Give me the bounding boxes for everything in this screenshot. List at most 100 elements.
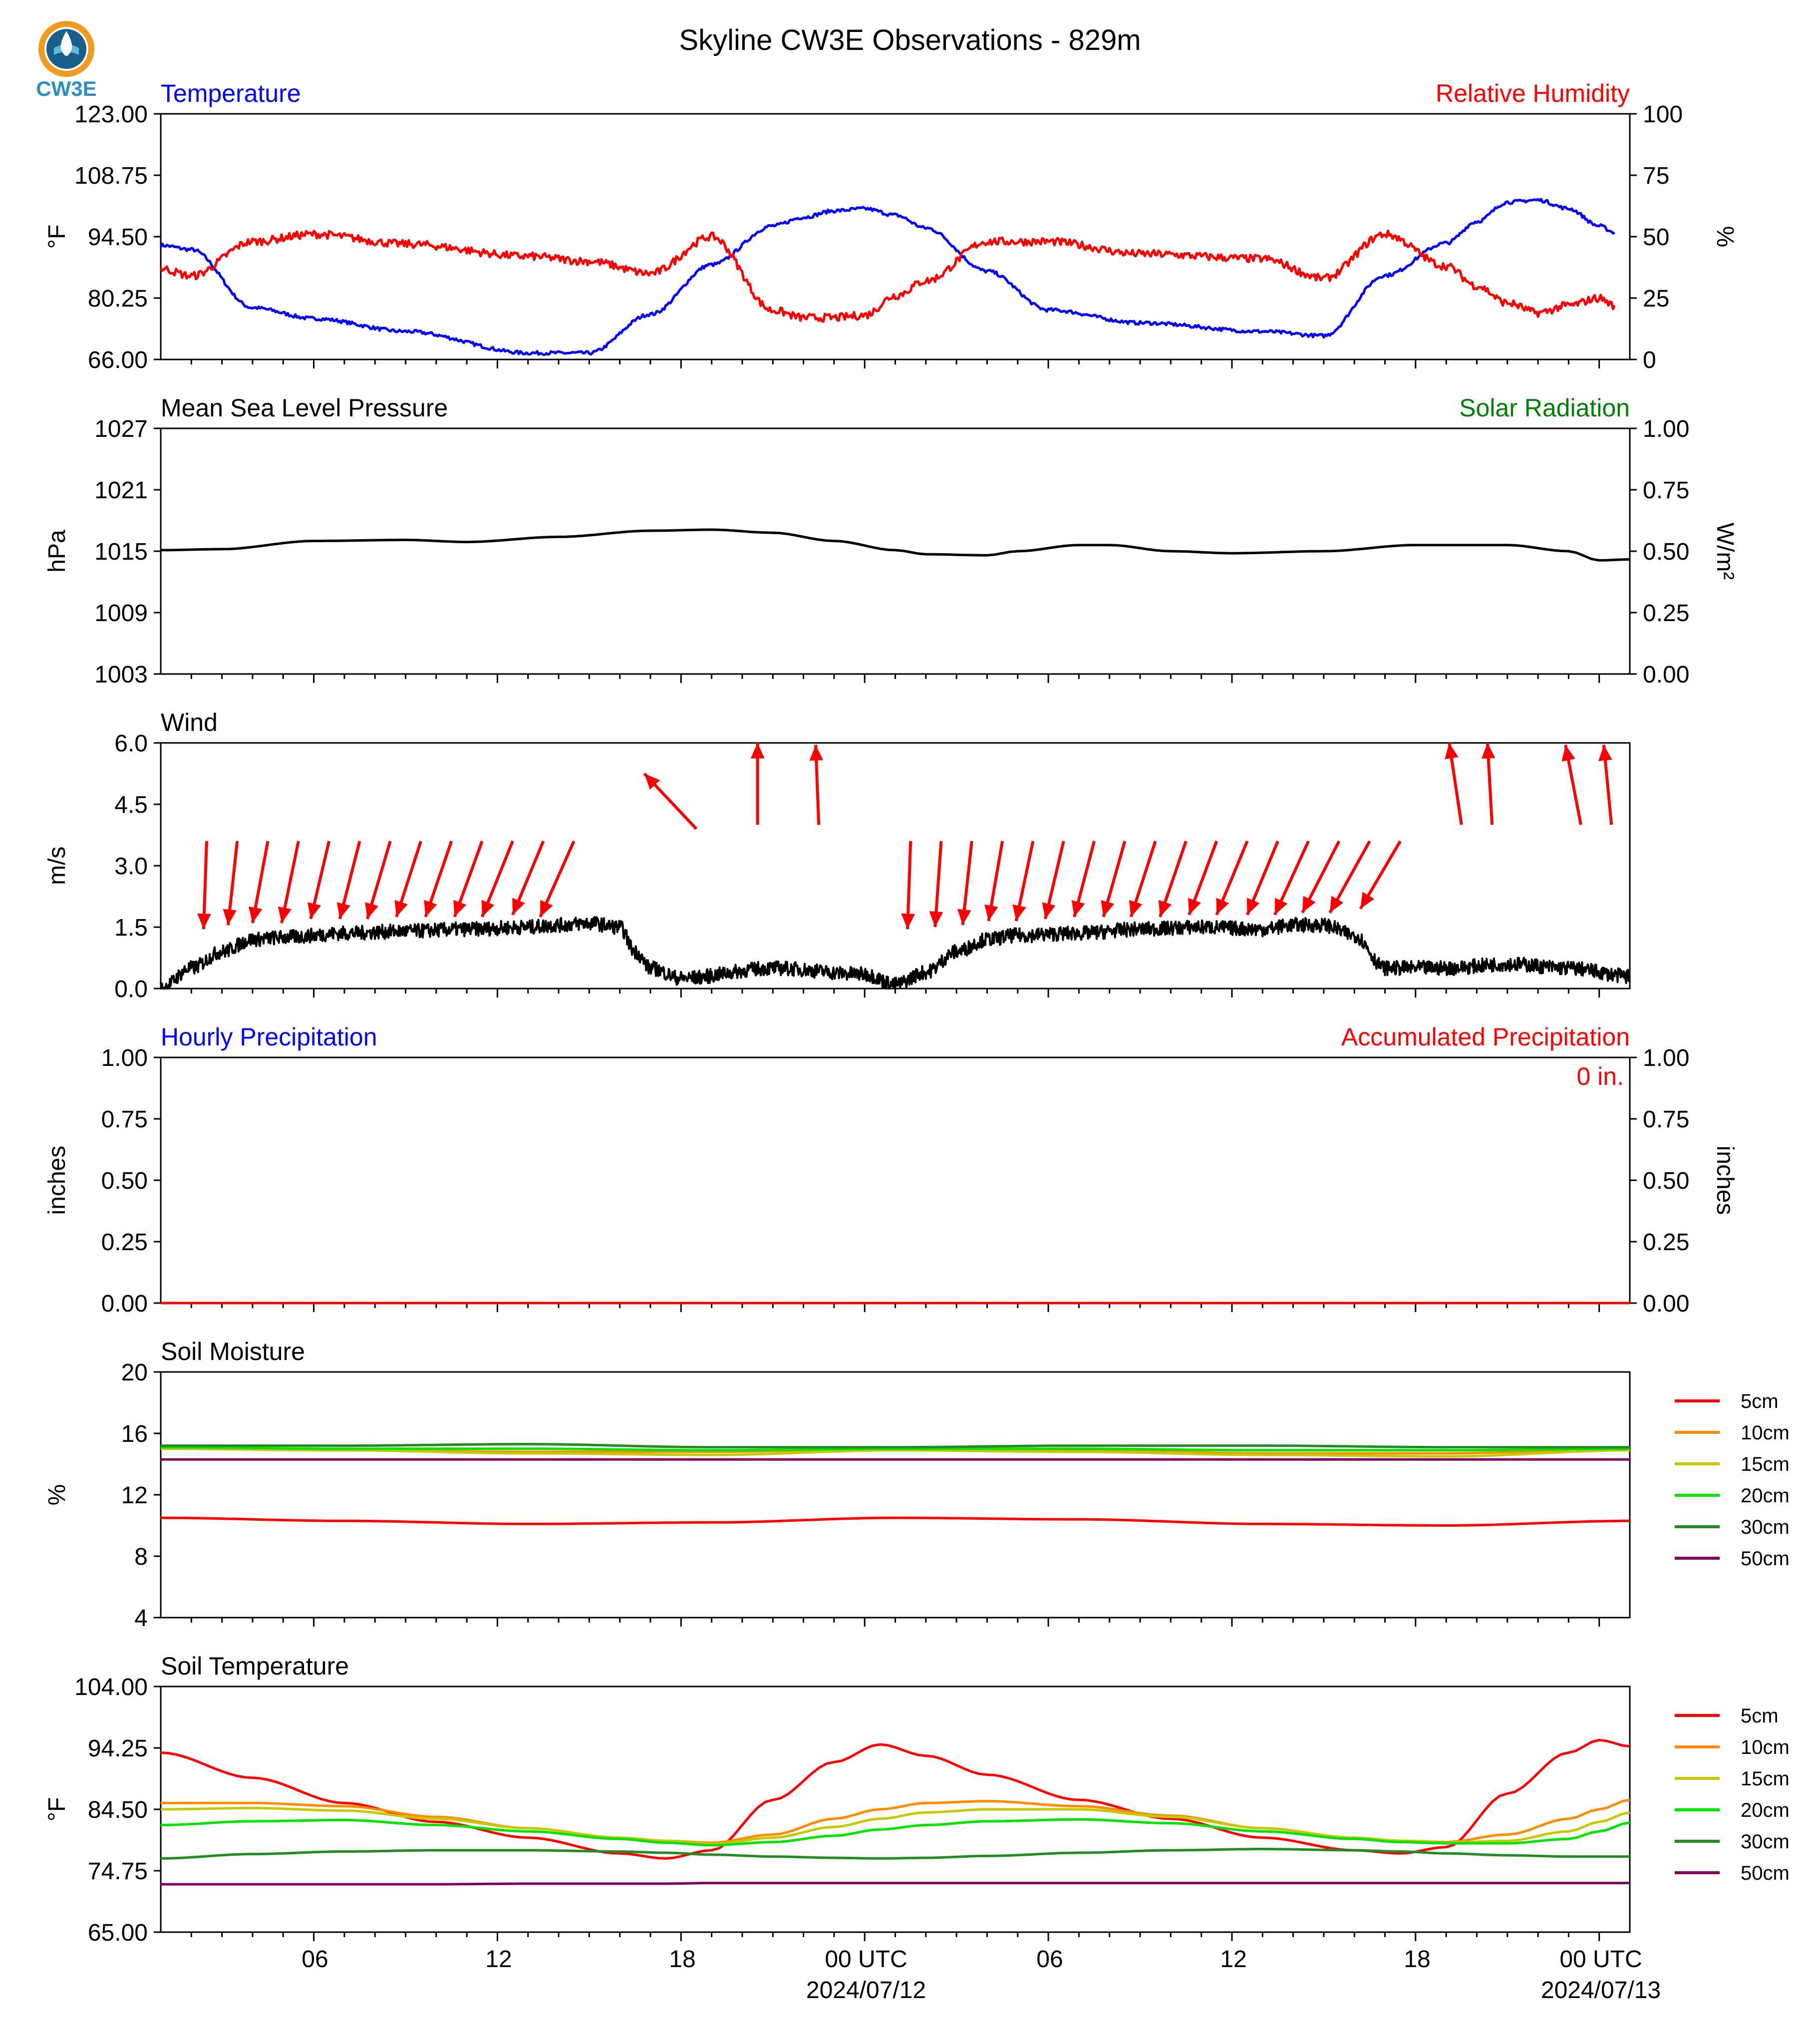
y-tick-label: 0.0 (114, 976, 148, 1003)
cw3e-logo: CW3E (36, 21, 97, 100)
legend-label: 5cm (1741, 1705, 1779, 1727)
x-date-label-1: 2024/07/12 (806, 1977, 926, 2004)
y-axis-label: hPa (44, 530, 70, 573)
wind-arrow (809, 744, 824, 825)
y-tick-label: 84.50 (88, 1797, 148, 1823)
wind-arrow-head (1274, 898, 1288, 915)
wind-arrow (1598, 744, 1613, 825)
wind-arrow-head (1071, 900, 1085, 917)
y-tick-label-right: 0.75 (1643, 477, 1689, 504)
wind-arrow-head (809, 745, 824, 761)
wind-arrow (1101, 840, 1127, 918)
wind-arrow (984, 841, 1004, 922)
y-tick-label-right: 0.50 (1643, 539, 1689, 565)
y-tick-label: 80.25 (88, 286, 148, 312)
wind-arrow-head (984, 904, 998, 921)
wind-arrow (750, 743, 765, 825)
wind-arrow (249, 841, 270, 924)
y-tick-label: 0.75 (101, 1106, 148, 1133)
series-line-20cm (161, 1446, 1630, 1452)
panel-soil_temperature: Soil Temperature 65.00 74.75 84.50 94.25 104.… (44, 1652, 1790, 1946)
legend-label: 50cm (1741, 1548, 1790, 1570)
series-line-series-1 (161, 528, 1630, 562)
y-tick-label: 108.75 (74, 163, 148, 189)
y-tick-label-right: 25 (1643, 286, 1669, 312)
y-tick-label-right: 1.00 (1643, 1045, 1689, 1071)
y-tick-label: 1.00 (101, 1045, 148, 1071)
wind-arrow (1158, 840, 1188, 918)
wind-arrow-head (1158, 900, 1172, 917)
wind-arrow-head (1129, 900, 1143, 917)
wind-arrow (307, 841, 331, 920)
wind-arrow (1445, 742, 1463, 825)
wind-arrow (197, 841, 211, 930)
panel-title-left: Wind (161, 708, 218, 736)
legend-label: 15cm (1741, 1768, 1790, 1790)
y-tick-label: 1015 (94, 539, 148, 565)
wind-arrow-head (1012, 904, 1026, 921)
legend-label: 15cm (1741, 1453, 1790, 1475)
y-tick-label: 1.5 (114, 915, 148, 941)
wind-arrow-head (1101, 900, 1115, 917)
series-line-15cm (161, 1447, 1630, 1458)
y-tick-label: 104.00 (74, 1674, 148, 1700)
y-tick-label-right: 0.25 (1643, 1229, 1689, 1256)
y-tick-label: 16 (121, 1421, 148, 1447)
panel-title-left: Temperature (161, 79, 301, 107)
legend-label: 10cm (1741, 1422, 1790, 1444)
y-tick-label: 94.50 (88, 224, 148, 251)
panel-title-left: Hourly Precipitation (161, 1023, 377, 1051)
x-tick-label-3: 18 (669, 1946, 695, 1973)
legend-label: 30cm (1741, 1516, 1790, 1538)
x-tick-label-1: 06 (302, 1946, 328, 1973)
wind-arrow-head (1246, 898, 1260, 915)
y-tick-label-right: 0.25 (1643, 600, 1689, 627)
wind-arrow-head (644, 773, 660, 790)
series-line-5cm (160, 1516, 1630, 1527)
y-tick-label-right: 0.75 (1643, 1106, 1689, 1133)
wind-arrow (394, 840, 423, 918)
wind-arrow (1481, 742, 1496, 825)
x-tick-label-8: 00 UTC (1559, 1946, 1642, 1973)
wind-arrow-head (901, 913, 915, 930)
legend-label: 5cm (1741, 1390, 1779, 1412)
panel-temperature: Temperature Relative Humidity 66.00 80.25 94… (44, 79, 1738, 373)
y-tick-label-right: 75 (1643, 163, 1669, 189)
y-axis-label: m/s (44, 846, 70, 885)
wind-arrow-head (1445, 743, 1459, 759)
series-line-30cm (161, 1443, 1630, 1449)
y-tick-label: 0.50 (101, 1168, 148, 1194)
wind-arrow-head (540, 900, 553, 917)
y-tick-label: 1003 (94, 662, 148, 688)
y-tick-label: 8 (134, 1544, 148, 1570)
drop-icon (60, 31, 72, 56)
y-axis-label: °F (44, 1797, 70, 1822)
wind-arrow (1012, 841, 1035, 922)
wind-arrow (1561, 744, 1582, 825)
wind-arrow (480, 840, 514, 918)
x-tick-label-6: 12 (1220, 1946, 1246, 1973)
legend-label: 20cm (1741, 1799, 1790, 1821)
legend-label: 30cm (1741, 1831, 1790, 1853)
series-line-series-1 (160, 916, 1631, 990)
wind-arrow-head (365, 902, 378, 919)
wind-arrow-head (512, 898, 525, 915)
annotation-label: 0 in. (1576, 1062, 1624, 1090)
wind-arrow (1359, 840, 1402, 910)
series-line-50cm (161, 1882, 1630, 1886)
y-tick-label: 0.00 (101, 1291, 148, 1317)
wind-arrow-head (394, 900, 408, 917)
y-tick-label: 65.00 (88, 1920, 148, 1946)
figure-title: Skyline CW3E Observations - 829m (679, 24, 1141, 56)
wind-arrow (1215, 840, 1249, 916)
panel-soil_moisture: Soil Moisture 4 8 12 16 20% 5cm 10cm 15cm 20cm 30c… (44, 1338, 1790, 1632)
y-axis-label: % (44, 1484, 70, 1506)
y-tick-label: 1021 (94, 477, 148, 504)
wind-arrow-head (929, 911, 943, 927)
panel-pressure: Mean Sea Level Pressure Solar Radiation 10… (44, 394, 1738, 688)
wind-arrow (336, 841, 361, 920)
wind-arrow (929, 841, 943, 928)
wind-arrow (643, 772, 698, 830)
